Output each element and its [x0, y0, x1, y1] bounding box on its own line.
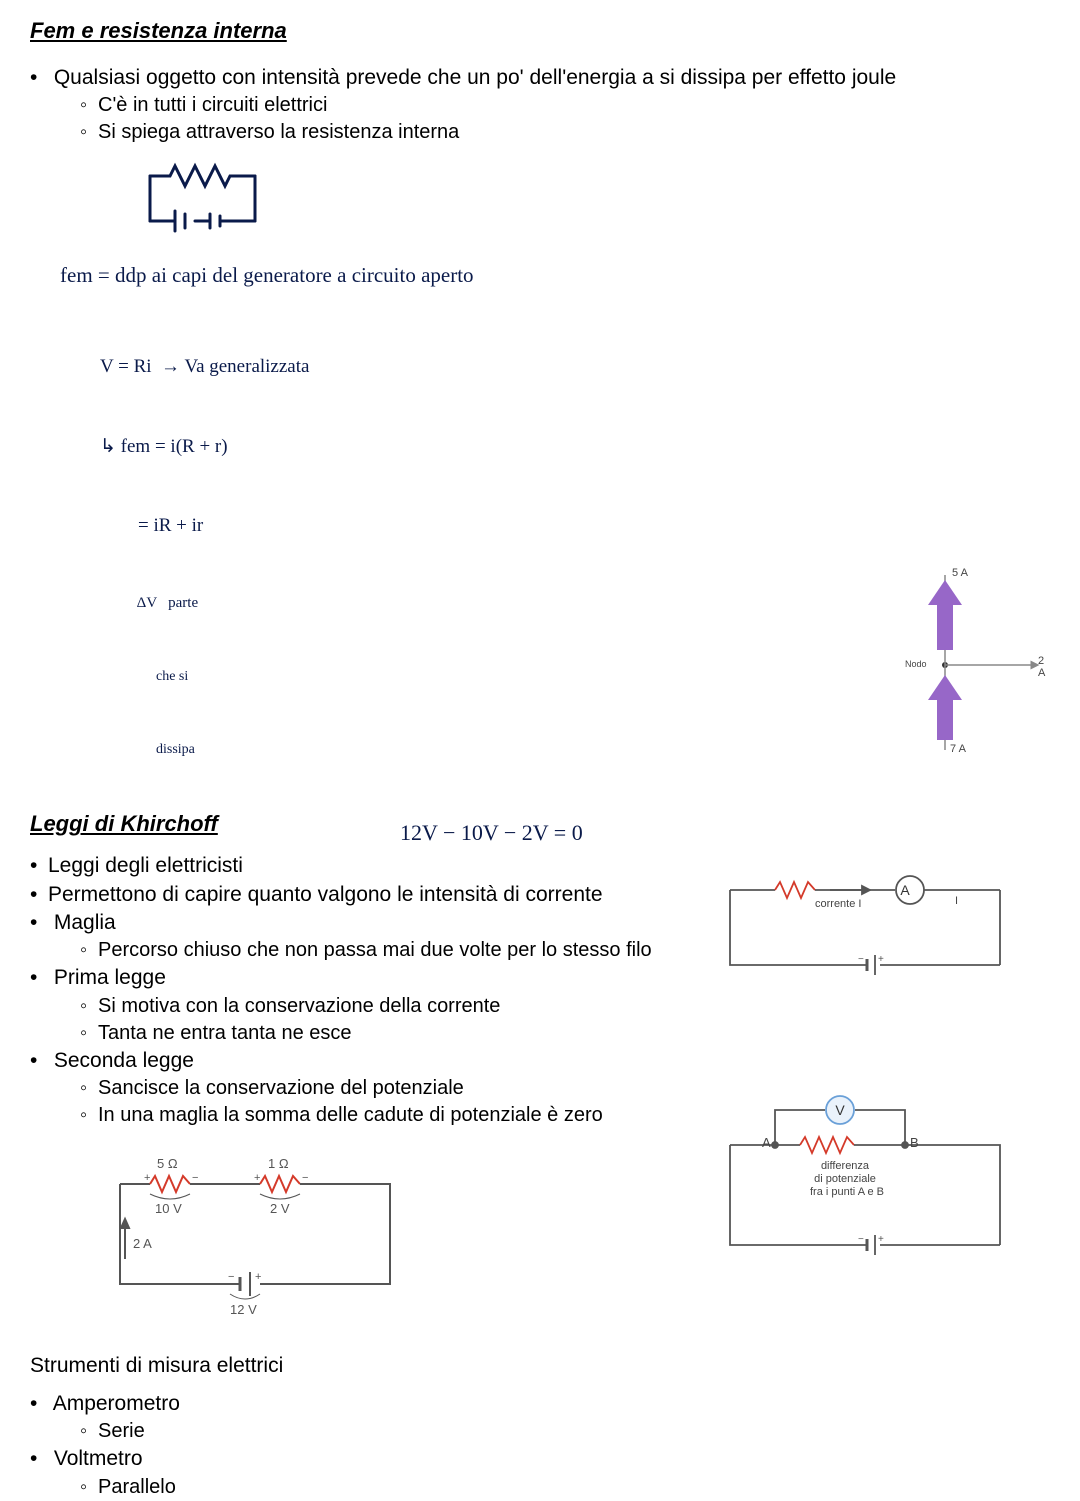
s2-b3-text: Maglia — [54, 911, 116, 934]
arrow-right-label: 2 A — [1038, 655, 1050, 679]
s1-bullet1-text: Qualsiasi oggetto con intensità prevede … — [54, 66, 896, 89]
r2-volt: 2 V — [270, 1201, 290, 1216]
hand-l2: V = Ri → Va generalizzata — [100, 354, 1050, 381]
s2-b4a: Si motiva con la conservazione della cor… — [98, 993, 1050, 1020]
kirchhoff-loop-circuit: + − + − + − 5 Ω 10 V 1 Ω 2 V 2 A 12 V — [100, 1154, 420, 1314]
ammeter-A: A — [900, 882, 910, 898]
svg-text:+: + — [878, 954, 884, 965]
svg-text:−: − — [858, 1234, 864, 1245]
ammeter-diagram: A + − corrente I I — [720, 870, 1020, 980]
ammeter-corr-label: corrente I — [815, 898, 861, 910]
s3-b1: Amperometro Serie — [48, 1390, 1050, 1445]
arrow-top-label: 5 A — [952, 567, 968, 579]
arrow-node-label: Nodo — [905, 659, 927, 669]
svg-text:+: + — [254, 1172, 260, 1184]
s2-b4-text: Prima legge — [54, 966, 166, 989]
s2-b5-text: Seconda legge — [54, 1049, 194, 1072]
s3-b1-text: Amperometro — [53, 1392, 180, 1415]
s1-bullet1: Qualsiasi oggetto con intensità prevede … — [48, 64, 1050, 146]
voltmeter-V: V — [835, 1102, 845, 1118]
svg-text:−: − — [302, 1172, 308, 1184]
volt-A-label: A — [762, 1135, 771, 1150]
hand-l3: ↳ fem = i(R + r) — [100, 434, 1050, 461]
s1-sub1a: C'è in tutti i circuiti elettrici — [98, 92, 1050, 119]
s3-b2: Voltmetro Parallelo — [48, 1445, 1050, 1500]
loop-equation: 12V − 10V − 2V = 0 — [400, 820, 583, 846]
section3-title: Strumenti di misura elettrici — [30, 1354, 1050, 1378]
volt-cap1: differenza — [805, 1160, 885, 1172]
hand-fem-def: fem = ddp ai capi del generatore a circu… — [60, 261, 1050, 290]
section3-list: Amperometro Serie Voltmetro Parallelo — [30, 1390, 1050, 1501]
svg-text:+: + — [878, 1234, 884, 1245]
svg-text:−: − — [858, 954, 864, 965]
s2-b4b: Tanta ne entra tanta ne esce — [98, 1020, 1050, 1047]
section1-title: Fem e resistenza interna — [30, 18, 1050, 44]
battery-volt: 12 V — [230, 1302, 257, 1317]
r2-ohm: 1 Ω — [268, 1156, 289, 1171]
sketch-circuit-fem — [120, 156, 1050, 251]
svg-text:+: + — [144, 1172, 150, 1184]
node-arrow-diagram: 5 A 2 A 7 A Nodo — [850, 555, 1050, 755]
volt-cap3: fra i punti A e B — [792, 1186, 902, 1198]
section1-list: Qualsiasi oggetto con intensità prevede … — [30, 64, 1050, 146]
svg-text:+: + — [255, 1271, 261, 1283]
svg-text:−: − — [192, 1172, 198, 1184]
s3-b2a: Parallelo — [98, 1474, 1050, 1501]
s3-b2-text: Voltmetro — [54, 1447, 143, 1470]
arrow-bottom-label: 7 A — [950, 743, 966, 755]
current-label: 2 A — [133, 1236, 152, 1251]
r1-ohm: 5 Ω — [157, 1156, 178, 1171]
voltmeter-diagram: V + − A B differenza di potenziale fra i… — [720, 1090, 1020, 1270]
r1-volt: 10 V — [155, 1201, 182, 1216]
hand-l4: = iR + ir — [100, 513, 1050, 540]
volt-cap2: di potenziale — [800, 1173, 890, 1185]
s3-b1a: Serie — [98, 1418, 1050, 1445]
volt-B-label: B — [910, 1135, 919, 1150]
svg-text:−: − — [228, 1271, 234, 1283]
ammeter-I-label: I — [955, 895, 958, 907]
s1-sub1b: Si spiega attraverso la resistenza inter… — [98, 119, 1050, 146]
